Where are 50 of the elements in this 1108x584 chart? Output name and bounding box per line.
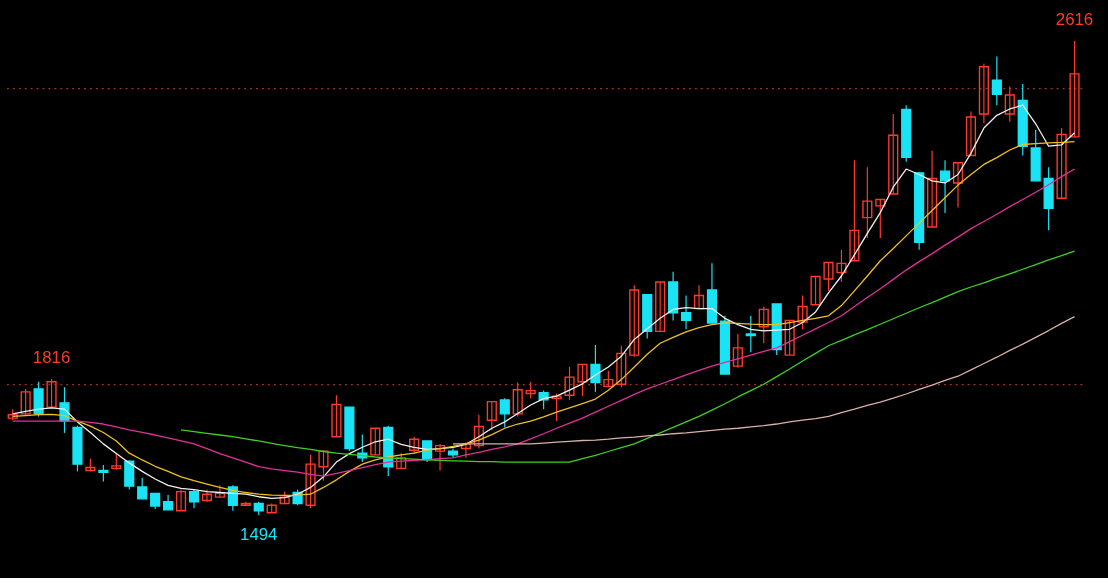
annotation: 2616 [1055, 10, 1094, 30]
candlestick [616, 345, 627, 388]
candlestick [137, 477, 148, 500]
candlestick [758, 305, 769, 344]
candlestick [551, 392, 562, 422]
candlestick [629, 284, 640, 358]
candlestick [590, 344, 601, 393]
candlestick [693, 284, 705, 310]
candlestick [331, 394, 342, 438]
candlestick [680, 294, 692, 330]
candlestick [991, 55, 1002, 106]
candlestick [175, 488, 187, 512]
candlestick [318, 449, 329, 482]
candlestick [201, 488, 213, 503]
candlestick [810, 275, 821, 306]
candlestick [214, 484, 225, 498]
candlestick [888, 113, 899, 195]
candlestick [499, 397, 510, 428]
candlestick [305, 454, 316, 509]
candlestick [978, 63, 989, 124]
candlestick [965, 110, 977, 157]
candlestick [188, 488, 200, 509]
candlestick [655, 281, 666, 333]
candlestick [862, 166, 873, 239]
candlestick [434, 443, 446, 472]
candlestick [745, 315, 756, 353]
candlestick [473, 414, 484, 450]
candlestick [512, 381, 523, 417]
candlestick [564, 366, 575, 401]
candlestick [486, 400, 497, 431]
candlestick [370, 427, 381, 456]
candlestick [577, 363, 588, 397]
candlestick [1069, 40, 1080, 138]
candlestick [732, 333, 743, 369]
candlestick [836, 249, 847, 283]
candlestick [1004, 85, 1015, 123]
candlestick [797, 294, 808, 330]
candlestick [46, 378, 57, 408]
candlestick [409, 436, 420, 454]
candlestick [849, 159, 860, 262]
candlestick [1056, 127, 1067, 199]
candlestick [927, 150, 938, 228]
candlestick [939, 159, 951, 214]
candlestick [875, 198, 886, 239]
annotation: 1494 [240, 525, 278, 545]
candlestick [784, 319, 795, 356]
annotation: 1816 [32, 348, 71, 368]
candlestick [952, 162, 964, 209]
candlestick [823, 261, 834, 292]
candlestick [20, 388, 31, 416]
